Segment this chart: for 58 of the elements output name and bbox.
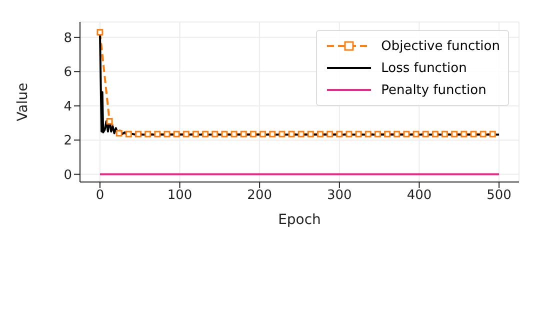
- point: [192, 130, 199, 138]
- y-tick-label: 0: [64, 168, 72, 183]
- point: [144, 130, 152, 138]
- point: [125, 130, 132, 138]
- point: [298, 130, 304, 138]
- point: [364, 130, 372, 138]
- legend-label: Penalty function: [381, 82, 486, 98]
- point: [221, 130, 228, 138]
- point: [230, 130, 238, 138]
- point: [182, 130, 190, 138]
- point: [202, 130, 209, 138]
- point: [317, 130, 324, 138]
- point: [260, 130, 266, 138]
- point: [422, 130, 429, 138]
- point: [403, 130, 410, 138]
- point: [432, 130, 438, 138]
- point: [355, 130, 362, 138]
- point: [240, 130, 247, 138]
- point: [154, 130, 161, 138]
- x-tick-label: 100: [167, 188, 192, 204]
- x-tick-label: 200: [247, 188, 272, 204]
- point: [394, 130, 400, 138]
- point: [106, 118, 113, 124]
- point: [336, 130, 343, 138]
- point: [384, 130, 391, 138]
- x-tick-label: 0: [96, 188, 104, 204]
- point: [250, 130, 256, 138]
- point: [307, 130, 314, 138]
- point: [278, 130, 286, 138]
- point: [470, 130, 477, 138]
- point: [489, 130, 496, 138]
- point: [412, 130, 420, 138]
- point: [173, 130, 180, 138]
- point: [480, 130, 486, 138]
- point: [288, 130, 295, 138]
- x-axis-title: Epoch: [278, 212, 321, 228]
- point: [460, 130, 468, 138]
- x-tick-label: 500: [486, 188, 512, 204]
- legend-label: Objective function: [381, 38, 500, 54]
- y-tick-label: 6: [64, 65, 72, 80]
- legend-label: Loss function: [381, 60, 467, 76]
- point: [451, 130, 458, 138]
- point: [164, 130, 170, 138]
- x-tick-label: 300: [326, 188, 352, 204]
- point: [96, 29, 104, 36]
- y-tick-label: 8: [64, 31, 72, 46]
- x-tick-label: 400: [406, 188, 432, 204]
- point: [374, 130, 381, 138]
- point: [135, 130, 142, 138]
- point: [326, 130, 334, 138]
- point: [269, 130, 276, 138]
- y-tick-label: 2: [64, 134, 72, 149]
- y-tick-label: 4: [64, 99, 72, 114]
- point: [212, 130, 218, 138]
- y-axis-title: Value: [14, 82, 31, 122]
- point: [346, 130, 352, 138]
- point: [442, 130, 448, 138]
- point: [116, 130, 122, 136]
